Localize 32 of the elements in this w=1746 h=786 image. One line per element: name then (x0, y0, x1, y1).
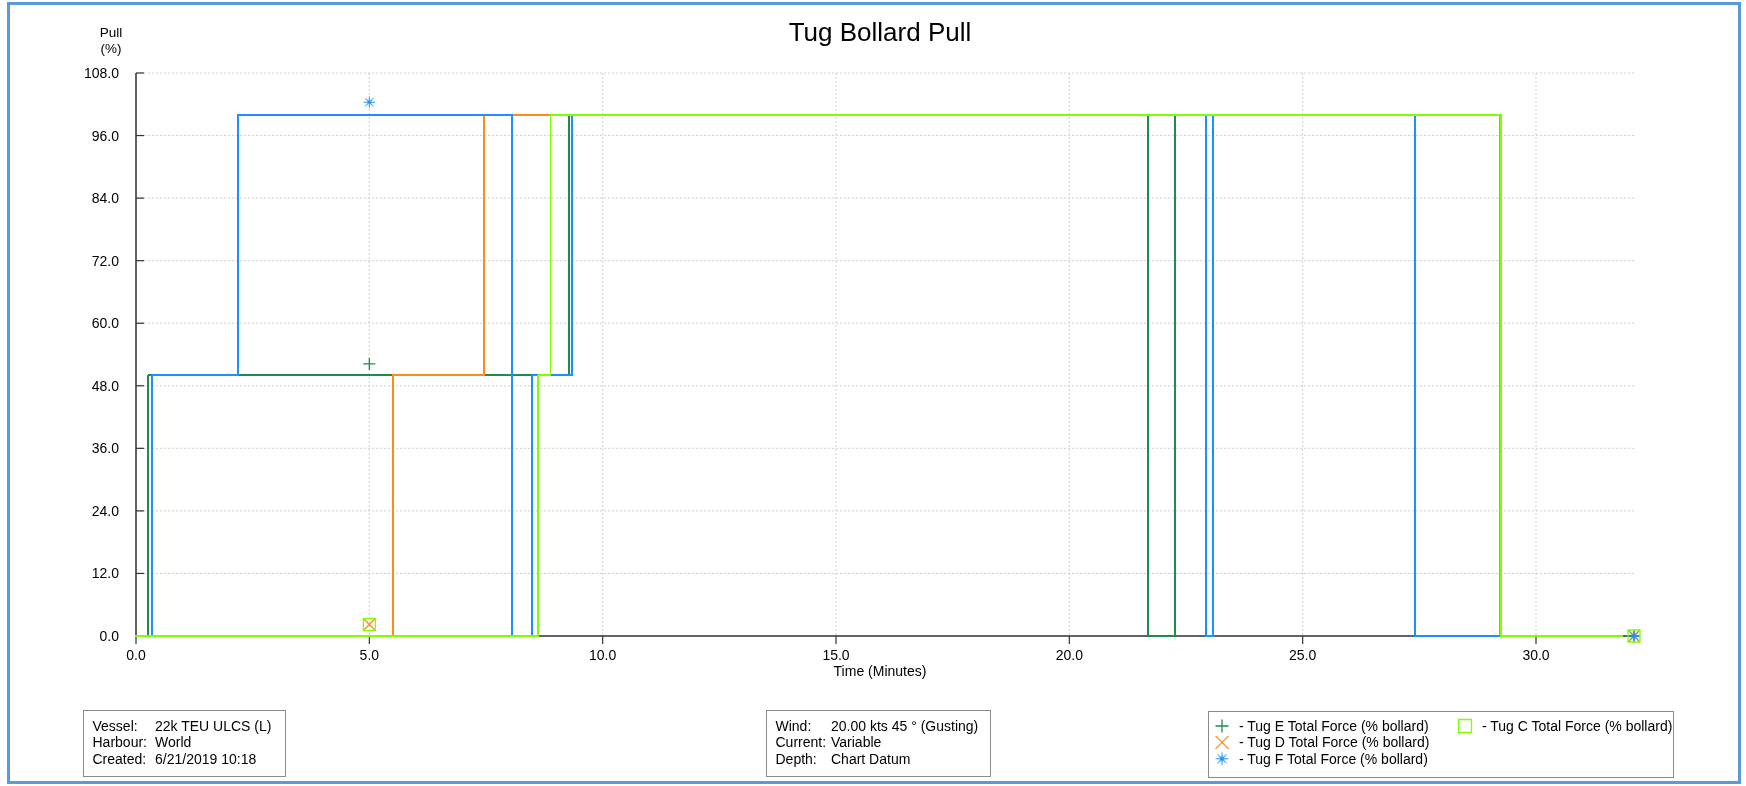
y-tick-label: 0.0 (99, 628, 120, 644)
y-tick-label: 24.0 (91, 502, 120, 519)
legend-label: - Tug E Total Force (% bollard) (1239, 718, 1429, 734)
point (362, 357, 376, 371)
x-tick-label: 5.0 (359, 647, 380, 663)
text: Wind: 20.00 kts 45 ° (Gusting) (775, 718, 979, 734)
text: Current: Variable (775, 734, 882, 751)
x-tick-label: 10.0 (589, 647, 617, 663)
x-tick-label: 30.0 (1522, 647, 1550, 663)
y-tick-label: 36.0 (91, 440, 120, 457)
legend-label: - Tug C Total Force (% bollard) (1482, 718, 1673, 734)
x-tick-label: 15.0 (822, 647, 850, 663)
y-tick-label: 72.0 (91, 252, 120, 269)
text: Created: 6/21/2019 10:18 (92, 750, 257, 767)
point (363, 95, 376, 109)
text: Depth: Chart Datum (775, 750, 911, 767)
y-tick-label: 48.0 (91, 377, 120, 394)
text: Vessel: 22k TEU ULCS (L) (92, 718, 272, 734)
x-tick-label: 25.0 (1289, 647, 1317, 663)
y-axis-title: Pull (%) (99, 25, 123, 56)
y-tick-label: 108.0 (83, 65, 120, 81)
text: Harbour: World (92, 734, 192, 751)
chart-title: Tug Bollard Pull (788, 17, 972, 47)
x-tick-label: 20.0 (1055, 647, 1084, 663)
y-tick-label: 60.0 (91, 315, 120, 332)
legend-label: - Tug D Total Force (% bollard) (1239, 734, 1430, 751)
y-tick-label: 84.0 (91, 190, 120, 207)
y-tick-label: 96.0 (91, 127, 120, 144)
x-axis-title: Time (Minutes) (833, 663, 927, 679)
y-tick-label: 12.0 (91, 565, 120, 582)
legend-label: - Tug F Total Force (% bollard) (1239, 750, 1428, 767)
x-tick-label: 0.0 (126, 647, 146, 663)
